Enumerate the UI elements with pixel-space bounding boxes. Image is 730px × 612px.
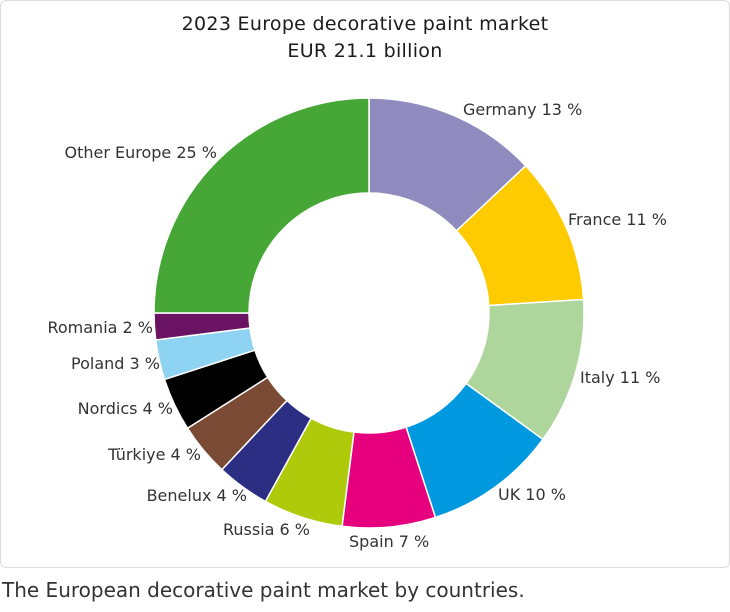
slice-label: Germany 13 % xyxy=(463,100,582,119)
chart-subtitle: EUR 21.1 billion xyxy=(287,40,443,62)
slice-label: Italy 11 % xyxy=(580,368,660,387)
donut-slice xyxy=(153,97,370,314)
chart-title-block: 2023 Europe decorative paint market EUR … xyxy=(1,11,729,65)
slice-label: Russia 6 % xyxy=(223,520,310,539)
slice-label: Poland 3 % xyxy=(71,354,160,373)
chart-card: 2023 Europe decorative paint market EUR … xyxy=(0,0,730,568)
slice-label: Spain 7 % xyxy=(349,532,429,551)
figure-caption: The European decorative paint market by … xyxy=(2,578,525,602)
slice-label: Benelux 4 % xyxy=(147,486,247,505)
donut-chart: Germany 13 % France 11 % Italy 11 % UK 10 %… xyxy=(47,97,667,551)
slice-label: Romania 2 % xyxy=(47,318,153,337)
slice-label: France 11 % xyxy=(568,210,667,229)
slice-label: UK 10 % xyxy=(498,485,566,504)
slice-label: Other Europe 25 % xyxy=(64,143,217,162)
chart-title: 2023 Europe decorative paint market xyxy=(181,13,549,35)
slice-label: Türkiye 4 % xyxy=(107,445,201,464)
slice-label: Nordics 4 % xyxy=(78,399,173,418)
